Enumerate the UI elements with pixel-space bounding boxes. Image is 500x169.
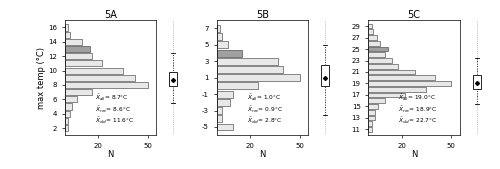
- Bar: [216, 50, 242, 57]
- Text: $\bar{X}_{all}$= 1.0°C: $\bar{X}_{all}$= 1.0°C: [247, 93, 281, 103]
- Bar: [216, 25, 220, 32]
- Bar: [216, 82, 258, 89]
- Bar: [368, 116, 375, 120]
- X-axis label: N: N: [259, 150, 266, 159]
- Y-axis label: max temp (°C): max temp (°C): [36, 47, 46, 109]
- Text: $\bar{X}_{old}$= 2.8°C: $\bar{X}_{old}$= 2.8°C: [247, 116, 282, 126]
- Bar: [368, 29, 374, 34]
- Bar: [65, 89, 92, 95]
- Bar: [65, 53, 92, 59]
- Bar: [216, 74, 300, 81]
- Text: $\bar{X}_{old}$= 11.6°C: $\bar{X}_{old}$= 11.6°C: [95, 116, 134, 126]
- Title: 5A: 5A: [104, 9, 117, 19]
- Bar: [216, 91, 234, 98]
- Bar: [368, 64, 398, 69]
- Text: $\bar{X}_{rec}$= 18.9°C: $\bar{X}_{rec}$= 18.9°C: [398, 104, 438, 115]
- Bar: [368, 52, 385, 57]
- Bar: [368, 104, 378, 109]
- Text: $\bar{X}_{rec}$= 8.6°C: $\bar{X}_{rec}$= 8.6°C: [95, 104, 131, 115]
- Bar: [216, 99, 230, 106]
- Bar: [368, 93, 405, 97]
- Bar: [65, 75, 134, 81]
- Bar: [65, 111, 70, 117]
- Bar: [65, 39, 82, 45]
- Bar: [216, 41, 228, 48]
- Bar: [368, 121, 372, 126]
- Bar: [216, 58, 278, 65]
- Bar: [216, 124, 234, 130]
- Text: $\bar{X}_{rec}$= 0.9°C: $\bar{X}_{rec}$= 0.9°C: [247, 104, 282, 115]
- Bar: [216, 33, 222, 40]
- Text: $\bar{X}_{old}$= 22.7°C: $\bar{X}_{old}$= 22.7°C: [398, 116, 438, 126]
- X-axis label: N: N: [411, 150, 417, 159]
- Bar: [65, 82, 148, 88]
- Text: $\bar{X}_{all}$= 8.7°C: $\bar{X}_{all}$= 8.7°C: [95, 93, 128, 103]
- Bar: [368, 70, 415, 74]
- Bar: [368, 87, 426, 92]
- Bar: [65, 24, 68, 31]
- Bar: [321, 65, 329, 86]
- Bar: [65, 32, 70, 38]
- Bar: [368, 127, 372, 132]
- Bar: [368, 98, 385, 103]
- Bar: [368, 41, 380, 46]
- Text: $\bar{X}_{all}$= 19.0°C: $\bar{X}_{all}$= 19.0°C: [398, 93, 436, 103]
- Bar: [216, 66, 283, 73]
- Bar: [368, 110, 375, 115]
- Bar: [472, 75, 480, 89]
- Bar: [65, 118, 68, 124]
- Bar: [368, 81, 452, 86]
- Bar: [368, 35, 376, 40]
- Bar: [216, 115, 222, 122]
- Bar: [368, 47, 388, 51]
- Title: 5B: 5B: [256, 9, 269, 19]
- Bar: [65, 46, 90, 52]
- Bar: [216, 107, 222, 114]
- Bar: [368, 75, 434, 80]
- Bar: [65, 103, 71, 110]
- X-axis label: N: N: [108, 150, 114, 159]
- Bar: [65, 96, 76, 102]
- Bar: [65, 67, 123, 74]
- Bar: [65, 60, 102, 66]
- Bar: [170, 72, 177, 86]
- Bar: [368, 58, 392, 63]
- Bar: [368, 24, 372, 28]
- Title: 5C: 5C: [408, 9, 420, 19]
- Bar: [65, 125, 68, 131]
